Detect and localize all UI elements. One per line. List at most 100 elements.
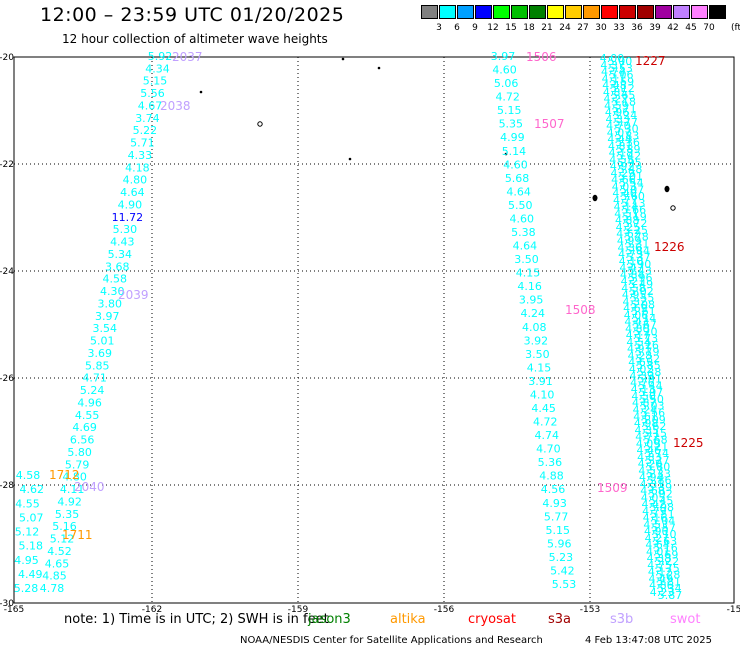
dense-track-value: 5.39 [648,481,673,494]
colorbar-label: 42 [667,23,679,33]
wave-height-value: 5.18 [19,540,44,553]
dense-track-value: 4.25 [616,221,641,234]
wave-height-value: 4.78 [40,582,65,595]
colorbar-swatch [583,5,600,19]
wave-height-value: 3.92 [524,334,549,347]
wave-height-value: 3.69 [87,347,112,360]
island [348,157,352,161]
wave-height-value: 4.93 [542,497,567,510]
colorbar-swatch [511,5,528,19]
dense-track-value: 4.31 [640,478,665,491]
colorbar-swatch [457,5,474,19]
dense-track-value: 4.36 [617,241,642,254]
dense-track-value: 5.20 [633,325,658,338]
colorbar-swatch [673,5,690,19]
wave-height-value: 4.33 [128,149,153,162]
pass-label: 1507 [534,117,565,131]
dense-track-value: 4.85 [603,86,628,99]
dense-track-value: 5.32 [636,352,661,365]
wave-height-value: 4.72 [533,416,558,429]
dense-track-value: 4.61 [633,410,658,423]
dense-track-value: 4.10 [619,255,644,268]
dense-track-value: 4.17 [626,329,651,342]
dense-track-value: 4.13 [631,383,656,396]
wave-height-value: 5.15 [497,104,522,117]
wave-height-value: 4.95 [14,554,39,567]
colorbar-unit: (ft) [731,23,740,33]
dense-track-value: 5.01 [619,170,644,183]
dense-track-value: 4.39 [629,370,654,383]
dense-track-value: 4.65 [628,356,653,369]
pass-label: 1711 [62,528,93,542]
dense-track-value: 5.48 [618,163,643,176]
dense-track-value: 4.96 [605,106,630,119]
dense-track-value: 5.80 [646,461,671,474]
wave-height-value: 4.64 [513,240,538,253]
dense-track-value: 4.91 [627,343,652,356]
map-subtitle: 12 hour collection of altimeter wave hei… [62,32,328,46]
dense-track-value: 4.27 [645,532,670,545]
dense-track-value: 5.75 [655,562,680,575]
island [504,152,508,156]
wave-height-value: 5.50 [508,199,533,212]
dense-track-value: 4.07 [607,126,632,139]
dense-track-value: 4.35 [635,424,660,437]
wave-height-value: 5.56 [140,87,165,100]
colorbar-swatch [691,5,708,19]
wave-height-value: 4.08 [522,321,547,334]
dense-track-value: 5.45 [649,494,674,507]
dense-track-value: 4.80 [625,322,650,335]
wave-height-value: 4.69 [72,421,97,434]
legend-cryosat: cryosat [468,612,516,627]
dense-track-value: 4.66 [611,174,636,187]
dense-track-value: 4.03 [612,180,637,193]
wave-height-value: 5.23 [549,551,574,564]
wave-height-value: 5.16 [52,520,77,533]
pass-label: 1226 [654,240,685,254]
island-ring [670,205,676,211]
colorbar-swatch [529,5,546,19]
legend-altika: altika [390,612,426,627]
colorbar-swatch [655,5,672,19]
dense-track-value: 4.14 [614,201,639,214]
dense-track-value: 5.55 [630,292,655,305]
legend-swot: swot [670,612,701,627]
dense-track-value: 5.22 [655,555,680,568]
island [377,66,381,70]
dense-track-value: 5.26 [634,339,659,352]
dense-track-value: 4.58 [621,282,646,295]
wave-height-value: 5.42 [550,564,575,577]
colorbar-label: 27 [577,23,589,33]
dense-track-value: 5.60 [620,190,645,203]
dense-track-value: 5.00 [608,55,633,68]
pass-label: 2039 [118,288,149,302]
dense-track-value: 5.03 [640,400,665,413]
pass-label: 1225 [673,436,704,450]
longitude-tick-label: -159 [288,605,309,615]
wave-height-value: 4.90 [118,198,143,211]
dense-track-value: 4.59 [604,99,629,112]
wave-height-value: 4.72 [495,91,520,104]
dense-track-value: 4.38 [647,552,672,565]
dense-track-value: 4.11 [602,72,627,85]
wave-height-value: 3.74 [135,112,160,125]
dense-track-value: 4.87 [632,397,657,410]
colorbar-swatch [493,5,510,19]
dense-track-value: 4.72 [635,431,660,444]
colorbar-swatch [421,5,438,19]
dense-track-value: 4.43 [624,316,649,329]
dense-track-value: 4.32 [623,295,648,308]
wave-height-value: 5.24 [80,384,105,397]
wave-height-value: 4.18 [125,161,150,174]
dense-track-value: 4.94 [639,471,664,484]
dense-track-value: 5.69 [654,548,679,561]
dense-track-value: 5.51 [650,508,675,521]
dense-track-value: 5.57 [651,521,676,534]
dense-track-value: 4.46 [636,444,661,457]
longitude-tick-label: -165 [4,605,24,615]
wave-height-value: 5.06 [494,77,519,90]
dense-track-value: 5.91 [637,373,662,386]
map-frame [13,56,735,604]
dense-track-value: 5.13 [621,197,646,210]
dense-track-value: 5.83 [615,129,640,142]
